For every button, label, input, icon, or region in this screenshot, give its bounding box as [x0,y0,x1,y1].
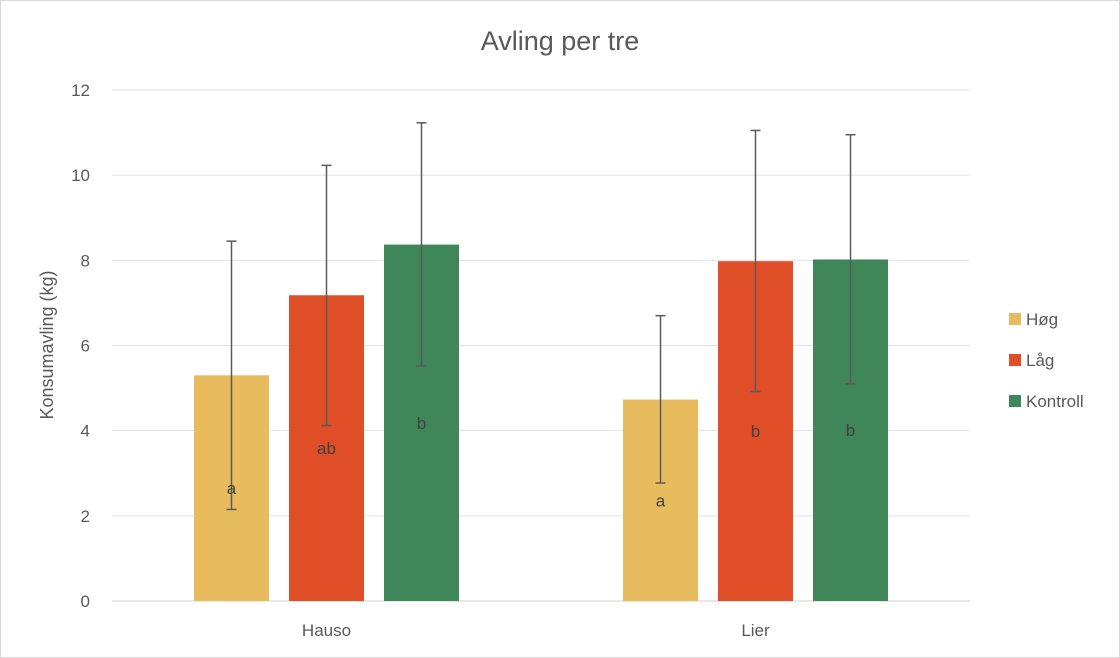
significance-letter: a [656,491,666,510]
y-tick-label: 2 [81,507,90,526]
y-tick-label: 8 [81,251,90,270]
y-tick-label: 12 [71,81,90,100]
x-tick-label: Lier [741,621,770,640]
chart-title: Avling per tre [481,26,640,56]
y-axis-ticks: 0 2 4 6 8 10 12 [71,81,90,611]
error-bars [226,122,856,511]
significance-letter: a [227,479,237,498]
legend-swatch [1009,395,1021,407]
legend-swatch [1009,313,1021,325]
significance-letter: b [751,422,760,441]
legend-swatch [1009,354,1021,366]
x-tick-label: Hauso [302,621,351,640]
significance-letter: b [417,414,426,433]
legend-label: Kontroll [1026,392,1084,411]
y-tick-label: 0 [81,592,90,611]
x-axis-ticks: Hauso Lier [302,621,770,640]
legend: Høg Låg Kontroll [1009,310,1084,411]
significance-letter: ab [317,439,336,458]
significance-letter: b [846,421,855,440]
legend-label: Høg [1026,310,1058,329]
legend-label: Låg [1026,351,1054,370]
y-tick-label: 4 [81,422,90,441]
y-tick-label: 10 [71,166,90,185]
bars [194,244,888,601]
y-axis-label: Konsumavling (kg) [37,270,57,419]
y-tick-label: 6 [81,337,90,356]
